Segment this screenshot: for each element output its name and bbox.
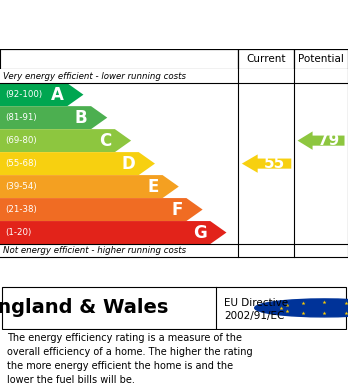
- Text: 79: 79: [318, 133, 339, 148]
- Bar: [0, 106, 348, 129]
- Text: B: B: [75, 109, 88, 127]
- Circle shape: [255, 299, 348, 317]
- Text: 55: 55: [264, 156, 285, 171]
- Bar: [0, 69, 348, 83]
- Bar: [0, 198, 348, 221]
- Text: (1-20): (1-20): [5, 228, 31, 237]
- Text: G: G: [193, 224, 207, 242]
- Text: 2002/91/EC: 2002/91/EC: [224, 310, 285, 321]
- Polygon shape: [0, 152, 155, 175]
- Bar: [0, 83, 348, 106]
- Polygon shape: [242, 154, 291, 173]
- Text: (21-38): (21-38): [5, 205, 37, 214]
- Text: Energy Efficiency Rating: Energy Efficiency Rating: [50, 15, 298, 34]
- Text: E: E: [148, 178, 159, 196]
- Polygon shape: [0, 83, 84, 106]
- Text: (92-100): (92-100): [5, 90, 42, 99]
- Text: C: C: [99, 132, 111, 150]
- Polygon shape: [298, 131, 345, 150]
- Text: Very energy efficient - lower running costs: Very energy efficient - lower running co…: [3, 72, 187, 81]
- Bar: [0, 175, 348, 198]
- Bar: [294, 49, 348, 69]
- Text: Potential: Potential: [298, 54, 344, 64]
- Bar: [0, 244, 348, 257]
- Text: D: D: [121, 154, 135, 172]
- Bar: [0, 221, 348, 244]
- Polygon shape: [0, 129, 131, 152]
- Bar: [0, 129, 348, 152]
- Polygon shape: [0, 175, 179, 198]
- Polygon shape: [0, 198, 203, 221]
- Bar: [0, 49, 238, 69]
- Text: (69-80): (69-80): [5, 136, 37, 145]
- Text: EU Directive: EU Directive: [224, 298, 288, 307]
- Text: The energy efficiency rating is a measure of the
overall efficiency of a home. T: The energy efficiency rating is a measur…: [7, 333, 253, 385]
- Bar: [0, 152, 348, 175]
- Text: Current: Current: [246, 54, 286, 64]
- Text: (55-68): (55-68): [5, 159, 37, 168]
- Polygon shape: [0, 106, 107, 129]
- Text: England & Wales: England & Wales: [0, 298, 169, 317]
- Text: (39-54): (39-54): [5, 182, 37, 191]
- Text: A: A: [51, 86, 64, 104]
- Text: Not energy efficient - higher running costs: Not energy efficient - higher running co…: [3, 246, 187, 255]
- Bar: [238, 49, 294, 69]
- Text: F: F: [172, 201, 183, 219]
- Text: (81-91): (81-91): [5, 113, 37, 122]
- Polygon shape: [0, 221, 227, 244]
